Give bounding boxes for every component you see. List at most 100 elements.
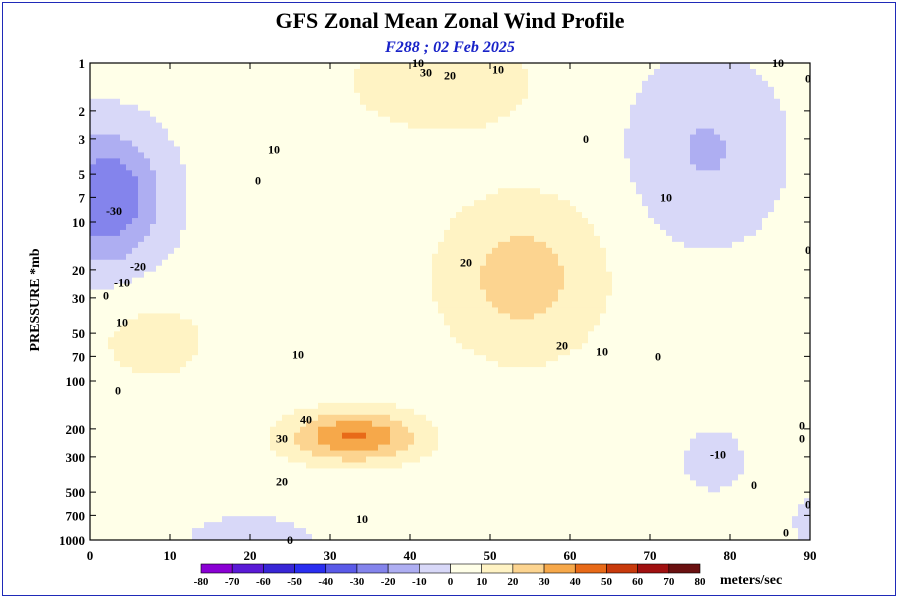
- wind-cell: [186, 92, 193, 100]
- wind-cell: [234, 122, 241, 130]
- wind-cell: [162, 164, 169, 171]
- wind-cell: [462, 68, 469, 76]
- wind-cell: [282, 63, 289, 70]
- wind-cell: [186, 152, 193, 159]
- wind-cell: [162, 528, 169, 535]
- wind-cell: [204, 313, 211, 320]
- wind-cell: [138, 277, 145, 285]
- wind-cell: [102, 432, 109, 440]
- wind-cell: [366, 438, 373, 446]
- wind-cell: [432, 194, 439, 201]
- wind-cell: [114, 444, 121, 452]
- wind-cell: [348, 104, 355, 112]
- wind-cell: [384, 426, 391, 434]
- wind-cell: [360, 438, 367, 446]
- wind-cell: [408, 122, 415, 130]
- wind-cell: [348, 307, 355, 315]
- wind-cell: [96, 116, 103, 124]
- wind-cell: [270, 426, 277, 434]
- wind-cell: [330, 277, 337, 285]
- wind-cell: [144, 235, 151, 243]
- wind-cell: [144, 414, 151, 422]
- wind-cell: [102, 504, 109, 511]
- wind-cell: [168, 331, 175, 338]
- wind-cell: [192, 92, 199, 100]
- wind-cell: [276, 361, 283, 368]
- wind-cell: [438, 86, 445, 94]
- wind-cell: [420, 188, 427, 195]
- wind-cell: [168, 522, 175, 529]
- wind-cell: [96, 140, 103, 148]
- wind-cell: [144, 367, 151, 374]
- wind-cell: [150, 295, 157, 303]
- wind-cell: [270, 259, 277, 267]
- wind-cell: [462, 194, 469, 201]
- wind-cell: [234, 396, 241, 404]
- wind-cell: [150, 170, 157, 177]
- wind-cell: [366, 104, 373, 112]
- wind-cell: [156, 373, 163, 380]
- wind-cell: [384, 414, 391, 422]
- wind-cell: [102, 480, 109, 487]
- wind-cell: [366, 432, 373, 440]
- wind-cell: [336, 128, 343, 136]
- wind-cell: [114, 146, 121, 154]
- wind-cell: [102, 379, 109, 386]
- wind-cell: [102, 128, 109, 136]
- wind-cell: [330, 528, 337, 535]
- wind-cell: [174, 241, 181, 249]
- wind-cell: [258, 265, 265, 273]
- wind-cell: [288, 80, 295, 88]
- wind-cell: [138, 86, 145, 94]
- wind-cell: [156, 402, 163, 410]
- wind-cell: [108, 384, 115, 392]
- wind-cell: [90, 432, 97, 440]
- wind-cell: [366, 283, 373, 291]
- wind-cell: [402, 301, 409, 309]
- wind-cell: [258, 295, 265, 303]
- wind-cell: [426, 295, 433, 303]
- wind-cell: [216, 80, 223, 88]
- wind-cell: [144, 218, 151, 225]
- wind-cell: [96, 74, 103, 82]
- wind-cell: [90, 86, 97, 94]
- wind-cell: [150, 510, 157, 517]
- wind-cell: [108, 510, 115, 517]
- wind-cell: [324, 414, 331, 422]
- wind-cell: [432, 104, 439, 112]
- wind-cell: [234, 367, 241, 374]
- wind-cell: [312, 402, 319, 410]
- wind-cell: [270, 170, 277, 177]
- wind-cell: [360, 528, 367, 535]
- wind-cell: [258, 206, 265, 213]
- wind-cell: [204, 444, 211, 452]
- wind-cell: [312, 200, 319, 207]
- wind-cell: [318, 223, 325, 231]
- wind-cell: [444, 528, 451, 535]
- wind-cell: [114, 128, 121, 136]
- wind-cell: [270, 229, 277, 237]
- wind-cell: [156, 212, 163, 219]
- wind-cell: [426, 384, 433, 392]
- wind-cell: [240, 170, 247, 177]
- wind-cell: [162, 122, 169, 130]
- wind-cell: [192, 235, 199, 243]
- wind-cell: [330, 349, 337, 356]
- wind-cell: [318, 271, 325, 279]
- wind-cell: [168, 98, 175, 106]
- wind-cell: [426, 212, 433, 219]
- wind-cell: [96, 265, 103, 273]
- wind-cell: [174, 522, 181, 529]
- wind-cell: [258, 182, 265, 189]
- wind-cell: [252, 92, 259, 100]
- wind-cell: [222, 218, 229, 225]
- wind-cell: [324, 182, 331, 189]
- wind-cell: [240, 212, 247, 219]
- wind-cell: [258, 450, 265, 458]
- wind-cell: [348, 74, 355, 82]
- wind-cell: [192, 373, 199, 380]
- wind-cell: [120, 188, 127, 195]
- wind-cell: [216, 528, 223, 535]
- wind-cell: [306, 271, 313, 279]
- wind-cell: [444, 420, 451, 428]
